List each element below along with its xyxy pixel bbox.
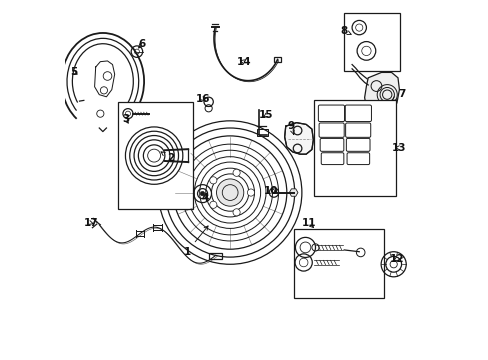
- Text: 2: 2: [161, 152, 174, 163]
- Text: 3: 3: [122, 114, 129, 124]
- Bar: [257, 129, 267, 136]
- Text: 6: 6: [139, 39, 145, 49]
- Circle shape: [232, 169, 240, 176]
- Text: 5: 5: [70, 67, 78, 77]
- Text: 7: 7: [391, 89, 405, 100]
- Text: 15: 15: [258, 111, 273, 121]
- Bar: [293, 229, 384, 298]
- Text: 1: 1: [183, 226, 207, 257]
- Polygon shape: [284, 123, 313, 154]
- Circle shape: [200, 192, 204, 196]
- Text: 11: 11: [301, 218, 316, 228]
- Text: 8: 8: [340, 26, 350, 36]
- Circle shape: [247, 189, 254, 196]
- Text: 14: 14: [236, 57, 250, 67]
- Text: 13: 13: [391, 143, 406, 153]
- Polygon shape: [289, 189, 297, 196]
- Text: 12: 12: [389, 254, 404, 264]
- Bar: [344, 13, 399, 71]
- Text: 17: 17: [83, 218, 98, 228]
- Bar: [273, 57, 281, 62]
- Circle shape: [232, 209, 240, 216]
- Polygon shape: [364, 72, 399, 119]
- Text: 9: 9: [287, 121, 294, 134]
- Text: 16: 16: [196, 94, 210, 104]
- Bar: [208, 253, 221, 259]
- Text: 4: 4: [201, 193, 208, 203]
- Circle shape: [209, 201, 217, 208]
- Text: 10: 10: [264, 186, 278, 196]
- Bar: [314, 100, 395, 197]
- Circle shape: [216, 179, 244, 206]
- Bar: [118, 102, 192, 209]
- Circle shape: [209, 177, 217, 184]
